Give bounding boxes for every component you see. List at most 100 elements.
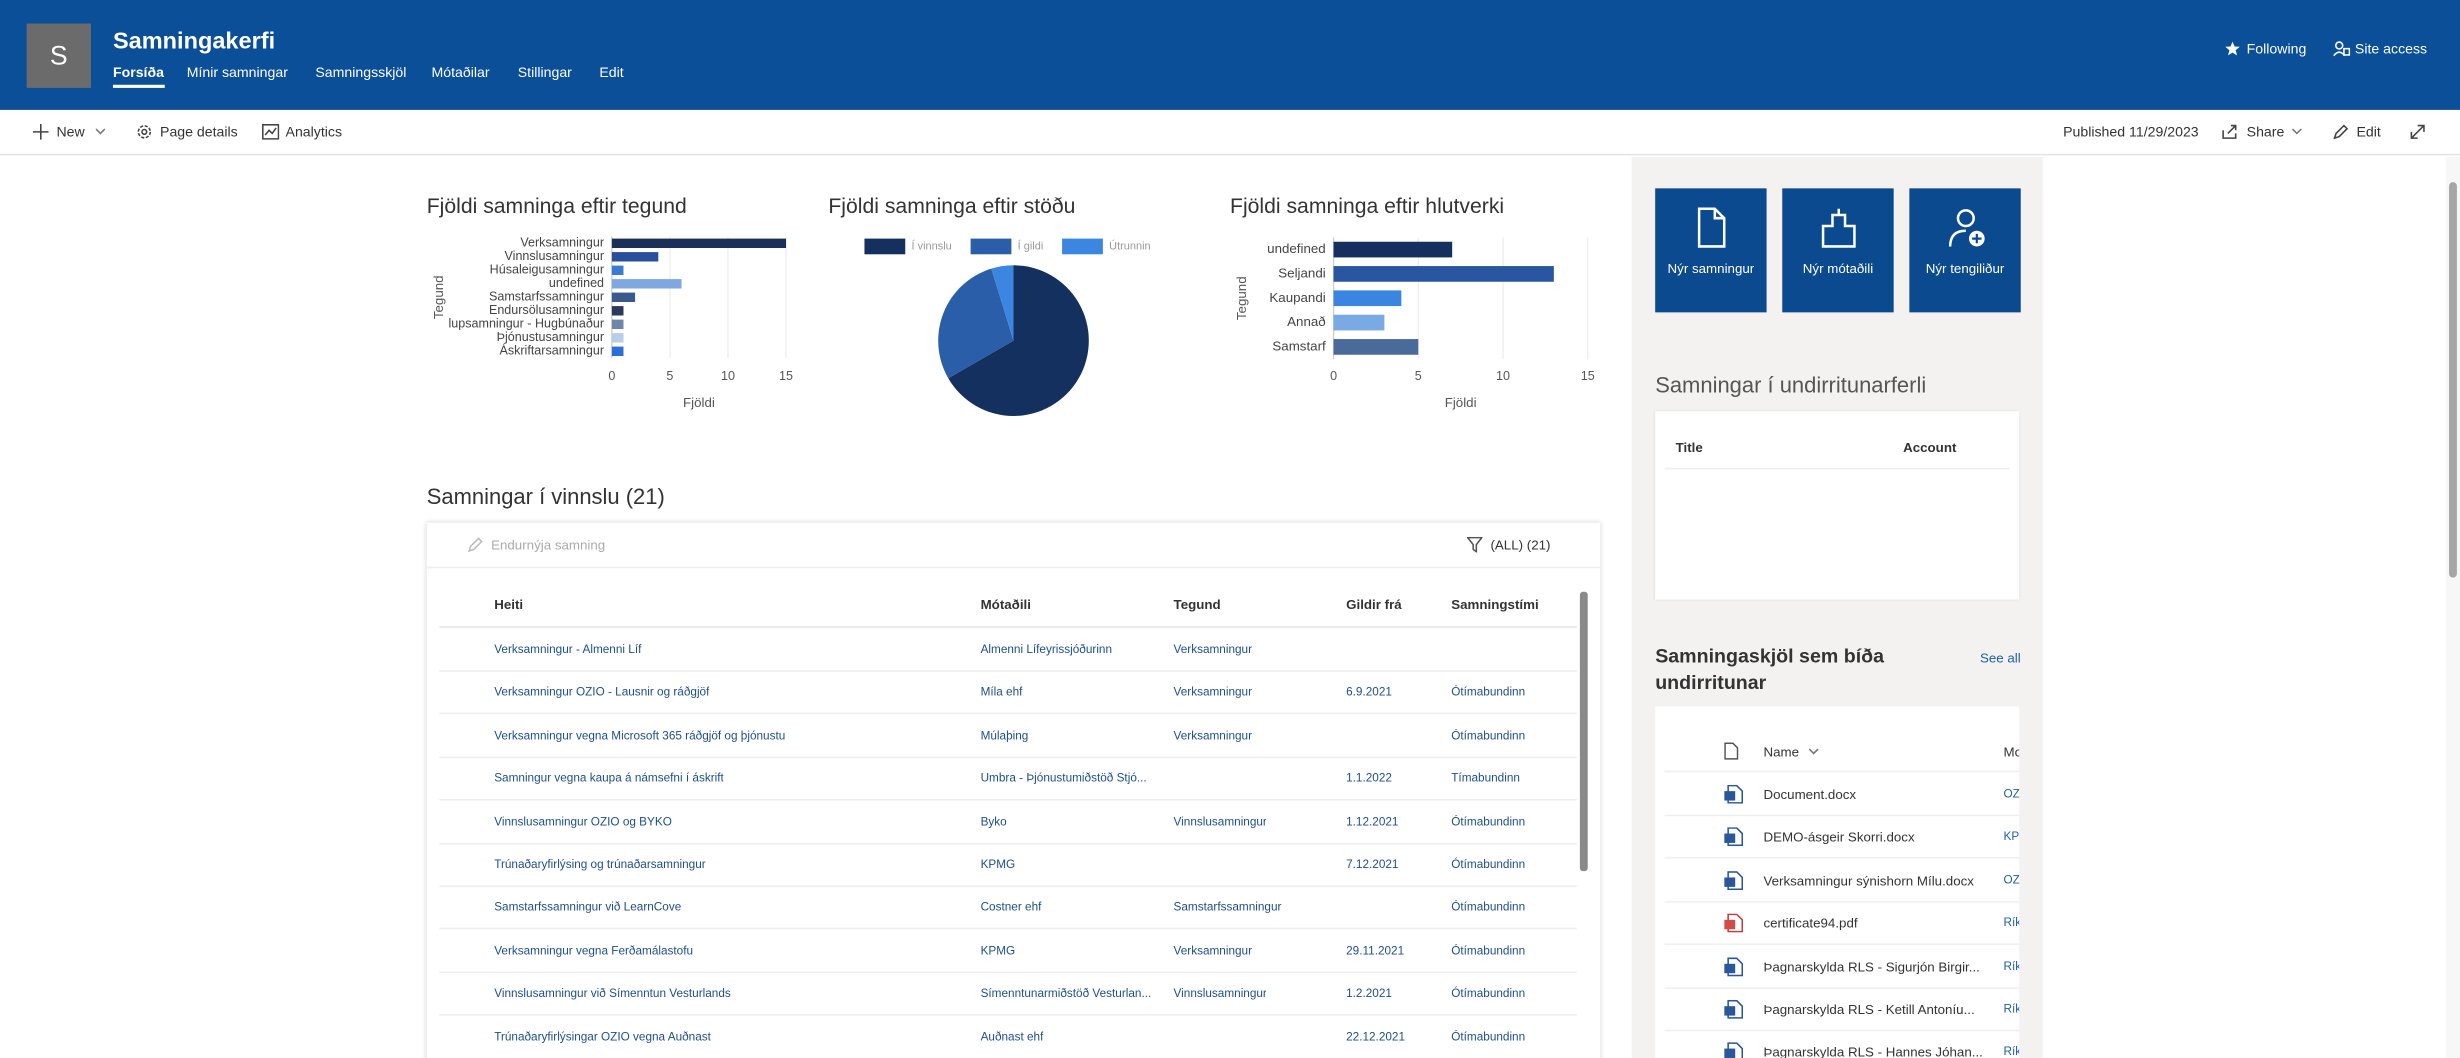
contract-link[interactable]: Verksamningur vegna Microsoft 365 ráðgjö…	[494, 728, 786, 743]
tile-icon	[1821, 208, 1856, 248]
edit-button[interactable]: Edit	[2356, 124, 2381, 140]
row-divider	[1664, 1029, 2020, 1032]
command-button[interactable]: Endurnýja samning	[491, 536, 606, 553]
x-axis-label: Fjöldi	[683, 395, 715, 410]
column-header: Title	[1675, 439, 1703, 456]
x-tick-label: 10	[1496, 369, 1510, 383]
contract-link[interactable]: Verksamningur vegna Ferðamálastofu	[494, 943, 694, 958]
category-label: Þjónustusamningur	[497, 330, 604, 344]
contract-link[interactable]: Vinnslusamningur OZIO og BYKO	[494, 814, 672, 829]
table-cell: KPI	[2003, 829, 2020, 844]
file-badge	[1724, 1006, 1736, 1016]
action-tile[interactable]: Nýr samningur	[1655, 188, 1767, 313]
pencil-shape	[467, 537, 483, 553]
category-label: undefined	[1267, 241, 1326, 256]
nav-link[interactable]: Forsíða	[112, 64, 164, 88]
expand-icon[interactable]	[2410, 124, 2426, 140]
word-icon	[1724, 827, 1744, 847]
category-label: lupsamningur - Hugbúnaður	[449, 317, 605, 331]
nav-link[interactable]: Stillingar	[517, 64, 572, 81]
action-tile[interactable]: Nýr tengiliður	[1909, 188, 2021, 313]
tile-icon	[1697, 207, 1726, 248]
column-header[interactable]: Name	[1763, 744, 1800, 760]
file-badge	[1724, 920, 1736, 930]
filter-button[interactable]: (ALL) (21)	[1490, 536, 1551, 553]
column-header[interactable]: Tegund	[1173, 596, 1221, 613]
contract-link[interactable]: Verksamningur OZIO - Lausnir og ráðgjöf	[494, 685, 710, 700]
nav-link[interactable]: Edit	[599, 64, 624, 81]
table-cell: 29.11.2021	[1346, 943, 1405, 958]
column-header[interactable]: Heiti	[494, 596, 524, 613]
nav-link[interactable]: Mínir samningar	[186, 64, 288, 81]
document-link[interactable]: certificate94.pdf	[1763, 915, 1858, 932]
scrollbar-thumb[interactable]	[2449, 182, 2457, 578]
bar	[611, 265, 624, 276]
table-cell: Samstarfssamningur	[1173, 900, 1282, 915]
table-cell: Rík	[2003, 1001, 2019, 1016]
category-label: Vinnslusamningur	[505, 249, 604, 263]
site-access-button[interactable]: Site access	[2354, 40, 2428, 57]
new-button[interactable]: New	[56, 124, 85, 140]
analytics-button[interactable]: Analytics	[285, 124, 343, 140]
column-header[interactable]: Gildir frá	[1346, 596, 1402, 613]
row-divider	[1664, 814, 2020, 817]
legend-label: Í vinnslu	[912, 239, 952, 252]
table-cell: Costner ehf	[980, 900, 1042, 915]
nav-link[interactable]: Samningsskjöl	[315, 64, 407, 81]
legend-label: Útrunnin	[1109, 239, 1150, 252]
chart: Fjöldi samninga eftir stöðu Í vinnslu Í gi…	[828, 195, 1151, 416]
table-cell: 22.12.2021	[1346, 1029, 1406, 1044]
see-all-link[interactable]: See all	[1979, 649, 2021, 666]
row-divider	[1664, 986, 2020, 989]
word-icon	[1724, 999, 1744, 1019]
bar	[1333, 266, 1554, 282]
contracts-title: Samningar í vinnslu (21)	[426, 483, 665, 509]
nav-link[interactable]: Mótaðilar	[431, 64, 490, 81]
contract-link[interactable]: Verksamningur - Almenni Líf	[494, 642, 642, 657]
document-link[interactable]: Þagnarskylda RLS - Ketill Antoníu...	[1763, 1001, 1975, 1018]
file-badge	[1724, 963, 1736, 973]
table-cell: Verksamningur	[1173, 943, 1253, 958]
page-details-button[interactable]: Page details	[160, 124, 238, 140]
contract-link[interactable]: Vinnslusamningur við Símenntun Vesturlan…	[494, 986, 731, 1001]
category-label: undefined	[549, 276, 604, 290]
contract-link[interactable]: Samstarfssamningur við LearnCove	[494, 900, 682, 915]
tile-label: Nýr samningur	[1667, 260, 1755, 277]
chevron	[1808, 748, 1819, 755]
table-cell: Míla ehf	[980, 685, 1023, 700]
contract-link[interactable]: Trúnaðaryfirlýsing og trúnaðarsamningur	[494, 857, 706, 872]
table-cell: Auðnast ehf	[980, 1029, 1044, 1044]
table-scrollbar[interactable]	[1579, 591, 1588, 872]
document-link[interactable]: Document.docx	[1763, 786, 1857, 803]
bar	[611, 238, 787, 249]
table-cell: Umbra - Þjónustumiðstöð Stjó...	[980, 771, 1147, 786]
table-cell: Ótímabundinn	[1451, 814, 1526, 829]
site-logo[interactable]: S	[26, 23, 91, 88]
column-header[interactable]: Mo	[2003, 744, 2019, 760]
contracts-panel: Endurnýja samning (ALL) (21) Heiti Mótaðili…	[426, 522, 1601, 1058]
site-title[interactable]: Samningakerfi	[112, 28, 276, 55]
share-button[interactable]: Share	[2246, 124, 2285, 140]
contract-link[interactable]: Trúnaðaryfirlýsingar OZIO vegna Auðnast	[494, 1029, 711, 1044]
column-header[interactable]: Samningstími	[1451, 596, 1539, 613]
document-link[interactable]: Þagnarskylda RLS - Sigurjón Birgir...	[1763, 958, 1980, 975]
table-cell: Ótímabundinn	[1451, 857, 1526, 872]
y-axis-label: Tegund	[431, 275, 446, 319]
document-link[interactable]: Verksamningur sýnishorn Mílu.docx	[1763, 872, 1974, 889]
table-cell: KPMG	[980, 943, 1016, 958]
category-label: Áskriftarsamningur	[499, 343, 604, 358]
document-link[interactable]: DEMO-ásgeir Skorri.docx	[1763, 829, 1915, 846]
following-button[interactable]: Following	[2246, 40, 2307, 57]
tile-label: Nýr mótaðili	[1802, 260, 1874, 277]
toolbar-border	[0, 153, 2460, 156]
contract-link[interactable]: Samningur vegna kaupa á námsefni í áskri…	[494, 771, 724, 786]
table-cell: 7.12.2021	[1346, 857, 1399, 872]
document-link[interactable]: Þagnarskylda RLS - Hannes Jóhan...	[1763, 1044, 1983, 1058]
table-cell: Ótímabundinn	[1451, 685, 1526, 700]
pie-slice	[938, 268, 1014, 379]
category-label: Samstarfssamningur	[489, 290, 604, 304]
table-cell: Múlaþing	[980, 728, 1029, 743]
action-tile[interactable]: Nýr mótaðili	[1782, 188, 1894, 313]
column-header[interactable]: Mótaðili	[980, 596, 1031, 613]
table-cell: Ótímabundinn	[1451, 943, 1526, 958]
